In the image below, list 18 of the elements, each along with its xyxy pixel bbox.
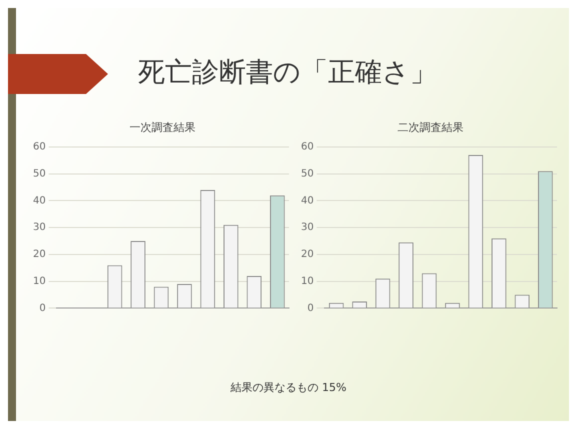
y-tick-label: 30 (300, 222, 314, 234)
y-tick-label: 10 (32, 276, 46, 287)
y-tick-label: 20 (300, 249, 314, 260)
y-tick-label: 40 (300, 195, 314, 206)
y-tick-label: 60 (32, 142, 46, 153)
text: 結果の異なるもの 15% (230, 380, 348, 395)
chart-subtitle: 一次調査結果 (128, 120, 196, 136)
y-tick-label: 0 (307, 302, 314, 314)
y-tick-label: 20 (32, 249, 46, 260)
y-tick-label: 50 (300, 168, 314, 180)
y-tick-label: 10 (300, 276, 314, 287)
y-tick-label: 60 (300, 142, 314, 153)
chart-subtitle: 二次調査結果 (396, 120, 464, 136)
y-tick-label: 50 (32, 168, 46, 180)
y-tick-label: 30 (32, 222, 46, 234)
y-tick-label: 0 (39, 302, 46, 314)
chart-title: 死亡診断書の「正確さ」 (138, 56, 437, 90)
y-tick-label: 40 (32, 195, 46, 206)
